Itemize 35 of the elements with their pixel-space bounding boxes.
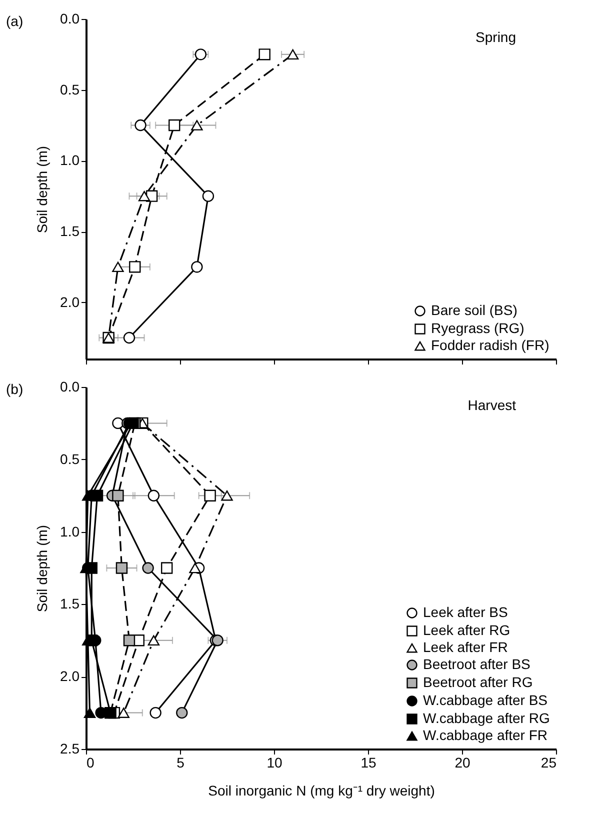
y-axis-title: Soil depth (m) — [34, 146, 50, 234]
legend-label: Ryegrass (RG) — [431, 320, 524, 336]
x-tick-label: 25 — [540, 754, 557, 770]
x-tick-label: 20 — [454, 754, 470, 770]
legend-label: Beetroot after RG — [423, 674, 533, 690]
legend-label: Fodder radish (FR) — [431, 337, 550, 353]
y-tick-label: 0.5 — [60, 450, 80, 467]
y-tick-label: 0.0 — [60, 378, 80, 394]
x-axis-title: Soil inorganic N (mg kg⁻¹ dry weight) — [208, 782, 435, 798]
legend-label: W.cabbage after RG — [423, 710, 550, 726]
x-tick-label: 10 — [266, 754, 282, 770]
annotation: Spring — [476, 29, 516, 45]
y-tick-label: 1.0 — [60, 523, 80, 540]
chart-title: (a) — [6, 13, 24, 29]
y-tick-label: 1.5 — [60, 596, 80, 612]
legend-label: W.cabbage after FR — [423, 727, 548, 743]
legend-label: Leek after RG — [423, 622, 510, 638]
x-tick-label: 15 — [360, 754, 376, 770]
legend-label: Bare soil (BS) — [431, 302, 518, 318]
annotation: Harvest — [468, 397, 516, 413]
y-tick-label: 2.0 — [60, 294, 80, 310]
chart-title: (b) — [6, 381, 24, 397]
legend-label: W.cabbage after BS — [423, 692, 548, 708]
legend-label: Leek after FR — [423, 639, 508, 655]
legend-label: Leek after BS — [423, 604, 508, 620]
y-tick-label: 1.0 — [60, 152, 80, 168]
legend-label: Beetroot after BS — [423, 656, 530, 672]
x-tick-label: 5 — [176, 754, 185, 770]
y-tick-label: 2.0 — [60, 668, 80, 684]
y-tick-label: 0.0 — [60, 10, 80, 26]
y-tick-label: 0.5 — [60, 81, 80, 98]
y-tick-label: 2.5 — [60, 740, 80, 756]
y-axis-title: Soil depth (m) — [34, 524, 50, 612]
x-tick-label: 0 — [86, 754, 94, 770]
y-tick-label: 1.5 — [60, 223, 80, 239]
